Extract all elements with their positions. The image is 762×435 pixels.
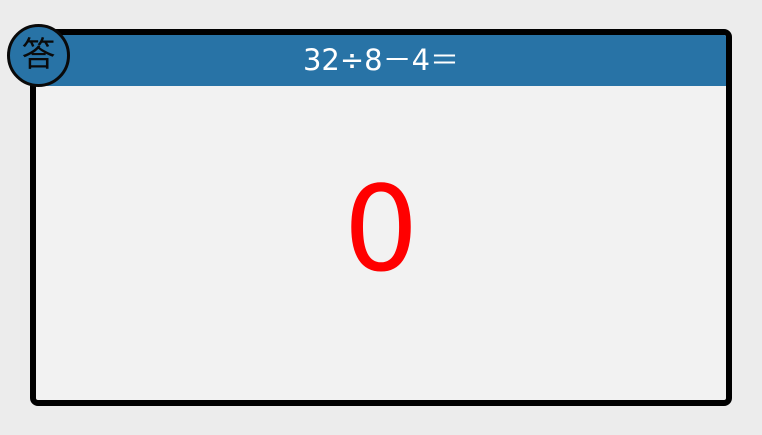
question-header: 32÷8－4＝ (36, 35, 726, 86)
answer-card: 32÷8－4＝ 0 (30, 29, 732, 406)
answer-value: 0 (343, 160, 419, 298)
answer-badge: 答 (7, 24, 70, 87)
